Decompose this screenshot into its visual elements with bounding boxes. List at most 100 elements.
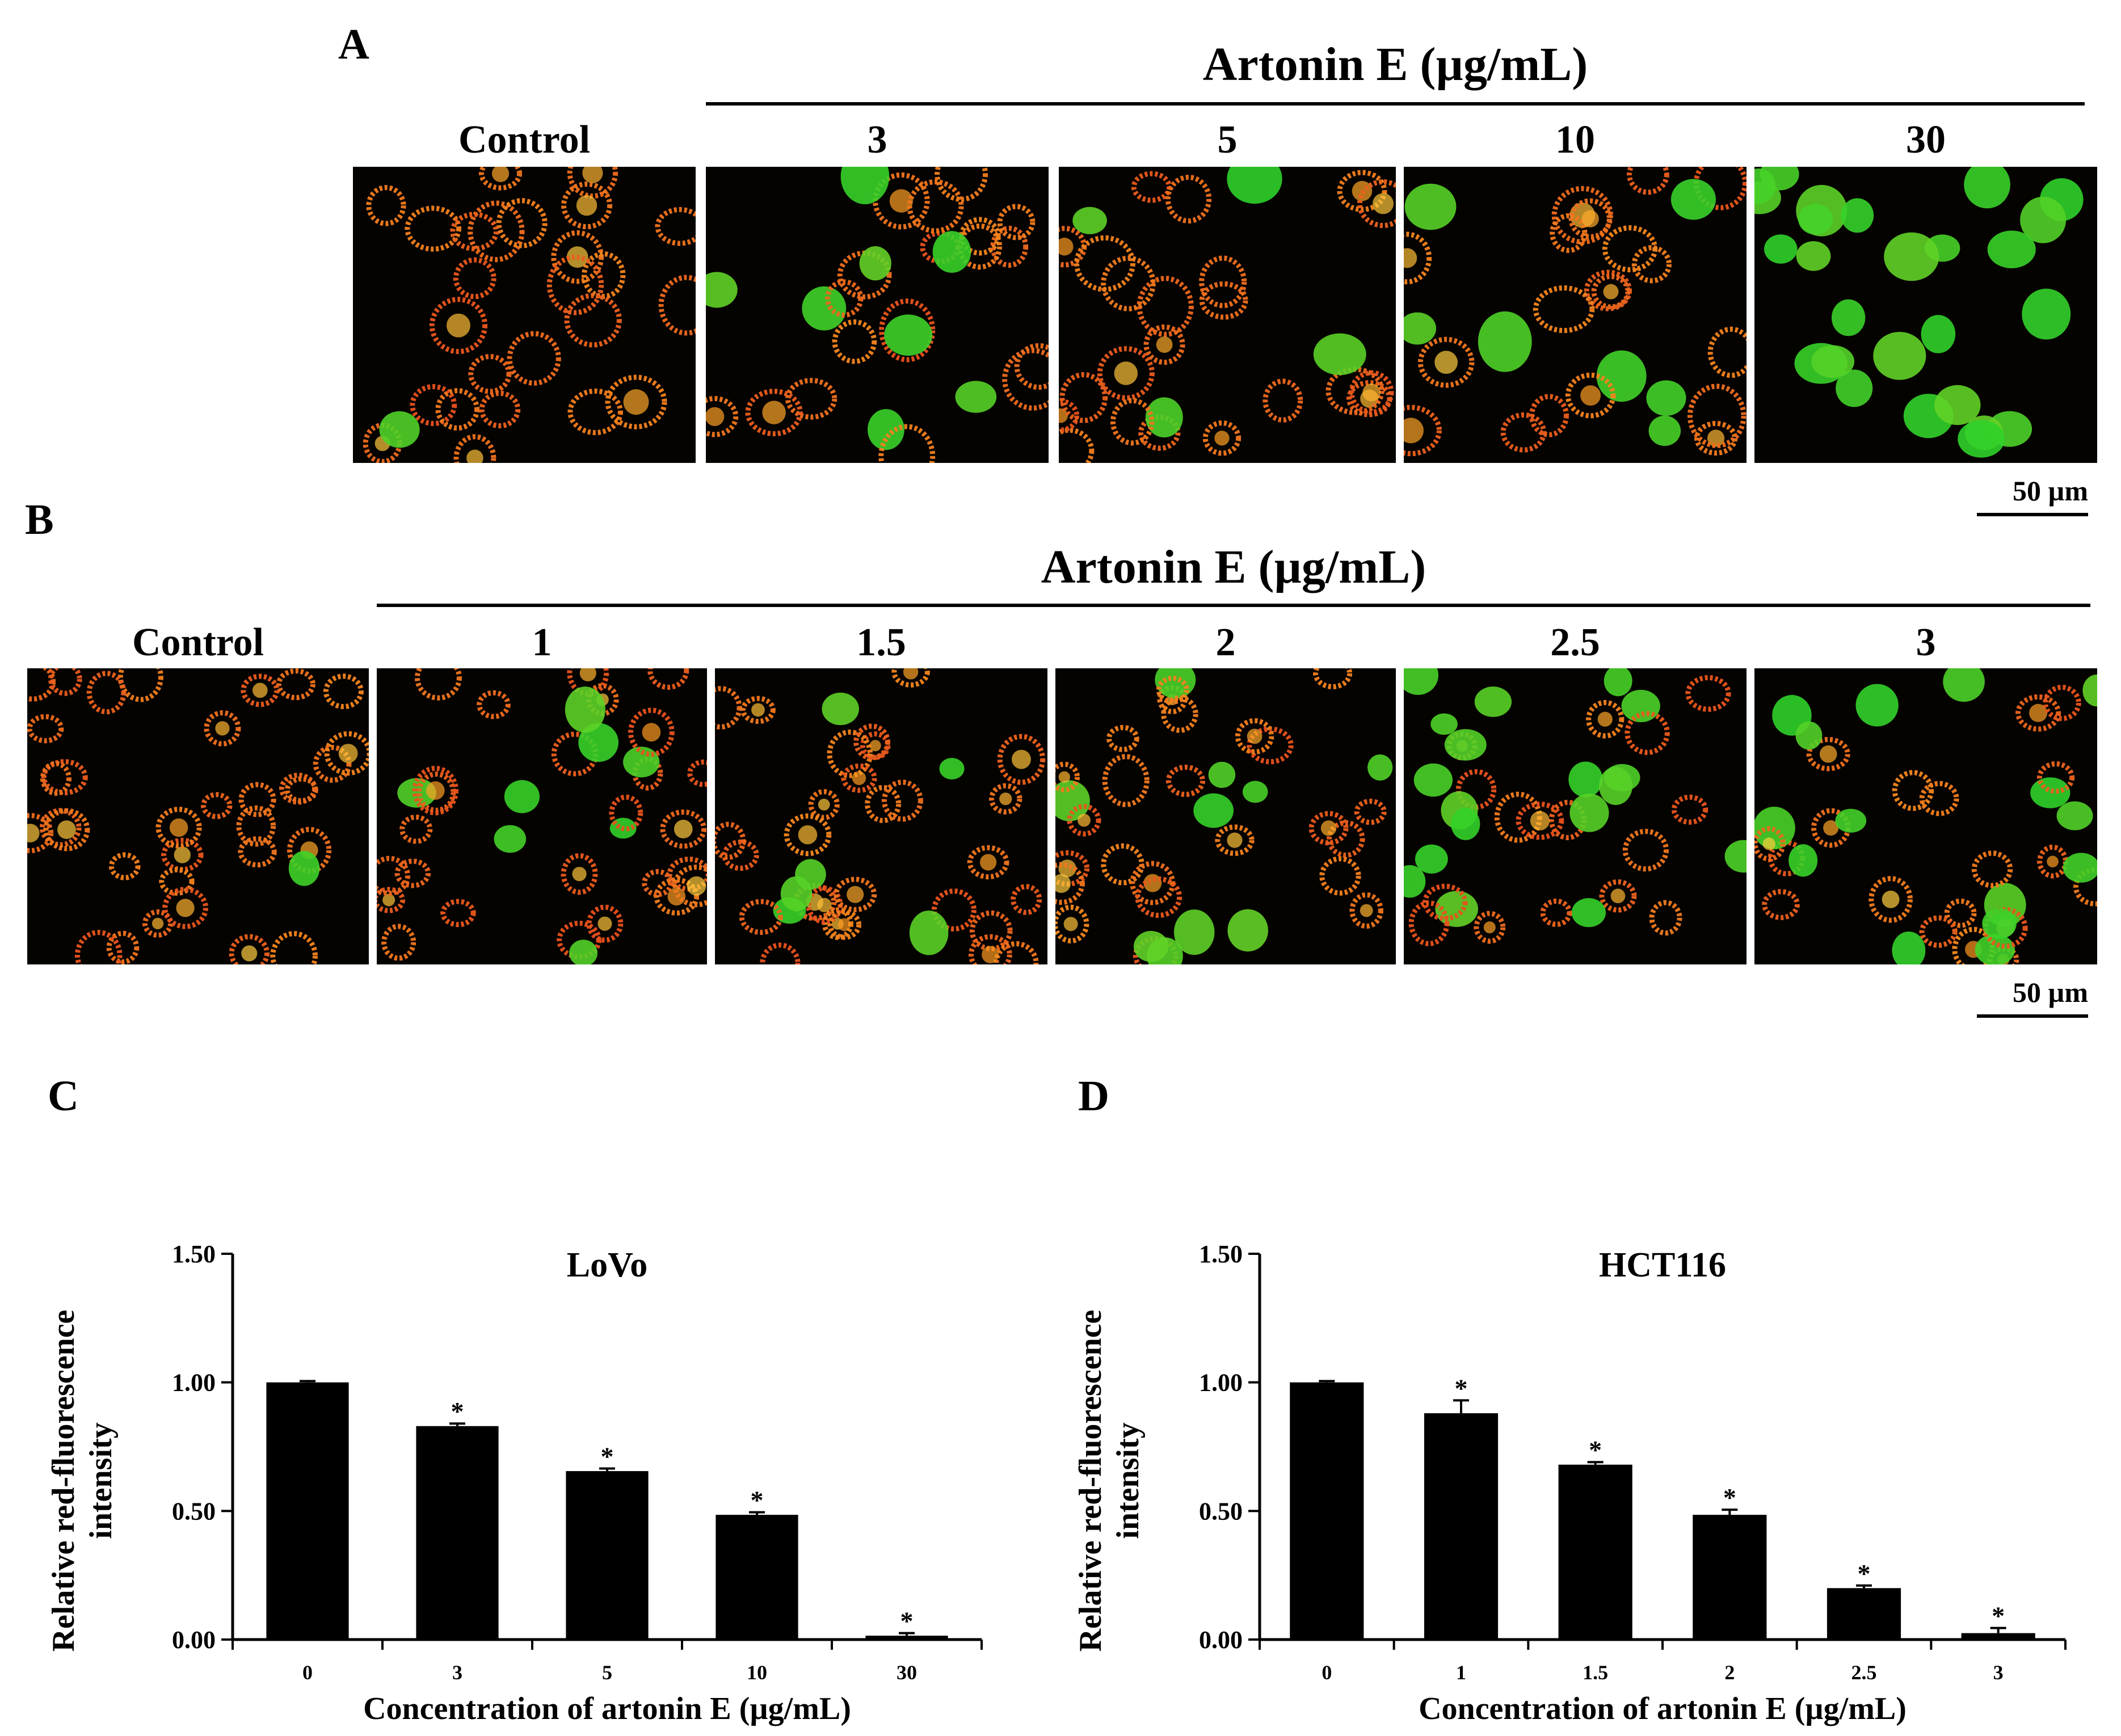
cell-core: [706, 407, 725, 426]
cell: [715, 821, 746, 860]
cell-core: [1320, 820, 1337, 836]
bar: [1558, 1464, 1632, 1640]
cell-core: [57, 820, 76, 839]
cell-core: [1882, 890, 1900, 908]
cell-core: [446, 313, 470, 338]
cell: [1404, 865, 1426, 898]
panel-b-title: Artonin E (µg/mL): [1041, 541, 1426, 593]
cell: [1764, 234, 1798, 264]
cell: [142, 909, 174, 938]
x-tick-label: 3: [1993, 1661, 2004, 1684]
cell: [1404, 231, 1432, 285]
cell: [1055, 761, 1080, 793]
cell: [2030, 777, 2070, 808]
cell: [909, 911, 949, 955]
cell: [879, 298, 936, 363]
cell: [959, 217, 1001, 256]
cell: [1135, 876, 1182, 918]
cell: [881, 779, 923, 822]
cell: [2036, 761, 2075, 794]
cell: [1349, 370, 1394, 415]
cell-core: [999, 792, 1012, 806]
cell-core: [2029, 703, 2048, 722]
cell: [658, 275, 696, 336]
bar: [566, 1471, 649, 1640]
cell: [1415, 844, 1448, 874]
cell-core: [466, 449, 483, 463]
cell-core: [1227, 832, 1243, 848]
cell: [1599, 879, 1637, 913]
cell: [450, 212, 499, 251]
cell-core: [1058, 771, 1070, 783]
bar: [716, 1515, 798, 1640]
cell: [435, 388, 480, 431]
y-tick-label: 0.50: [172, 1497, 216, 1525]
micrograph-a-dose-30: [1754, 167, 2097, 463]
cell: [907, 179, 964, 234]
cell-core: [1059, 238, 1074, 256]
cell: [1919, 915, 1958, 948]
cell-core: [382, 894, 395, 907]
micrograph-a-control: [353, 167, 696, 463]
significance-marker: *: [1589, 1435, 1602, 1464]
y-tick-label: 1.00: [172, 1369, 216, 1397]
cell-core: [817, 898, 832, 912]
cell-core: [176, 899, 195, 917]
x-tick-label: 0: [1322, 1661, 1332, 1684]
cell: [1349, 892, 1383, 929]
cell-core: [572, 866, 587, 882]
cell: [628, 707, 675, 757]
cell-core: [1011, 749, 1031, 769]
micrograph-b-dose-3: [1754, 668, 2097, 964]
cell: [564, 293, 622, 348]
cell: [655, 207, 696, 246]
x-tick-label: 3: [452, 1661, 462, 1684]
cell: [1130, 861, 1176, 905]
cell: [1884, 232, 1939, 281]
cell: [884, 314, 933, 356]
cell: [2063, 853, 2097, 883]
cell-core: [687, 876, 706, 896]
panel-d-letter: D: [1078, 1072, 1109, 1120]
cell-core: [1247, 728, 1263, 744]
cell: [1516, 802, 1564, 840]
cell: [504, 779, 540, 814]
cell-core: [1707, 429, 1725, 447]
micrograph-b-dose-2: [1055, 668, 1396, 964]
cell: [229, 934, 270, 964]
cell: [1242, 781, 1268, 803]
cell: [288, 850, 320, 886]
cell: [410, 384, 457, 427]
micrograph-cells: [1059, 167, 1396, 463]
cell: [313, 744, 352, 783]
cell: [1143, 324, 1185, 365]
cell: [479, 390, 521, 429]
cell: [1474, 911, 1506, 944]
cell: [477, 690, 511, 719]
cell: [994, 941, 1039, 964]
cell: [561, 181, 613, 230]
cell: [859, 246, 891, 281]
cell: [2056, 801, 2093, 831]
cell: [270, 931, 318, 964]
panel-b-dose-label: 1: [532, 621, 552, 664]
cell: [1137, 276, 1194, 337]
bar: [1827, 1588, 1901, 1640]
cell: [1145, 397, 1183, 438]
panel-b-scale-label: 50 µm: [2013, 976, 2088, 1008]
cell: [672, 864, 707, 908]
cell-core: [1362, 384, 1381, 402]
cell: [1921, 315, 1956, 353]
cell-core: [1156, 336, 1173, 353]
cell: [106, 930, 140, 964]
cell: [647, 668, 689, 690]
cell: [1413, 763, 1453, 797]
cell: [415, 668, 462, 701]
cell: [642, 869, 674, 898]
cell: [1694, 420, 1738, 456]
panel-a-dose-label: 10: [1555, 118, 1595, 162]
cell: [43, 808, 90, 852]
bar: [865, 1636, 948, 1640]
cell-core: [597, 916, 612, 931]
cell: [706, 396, 739, 437]
